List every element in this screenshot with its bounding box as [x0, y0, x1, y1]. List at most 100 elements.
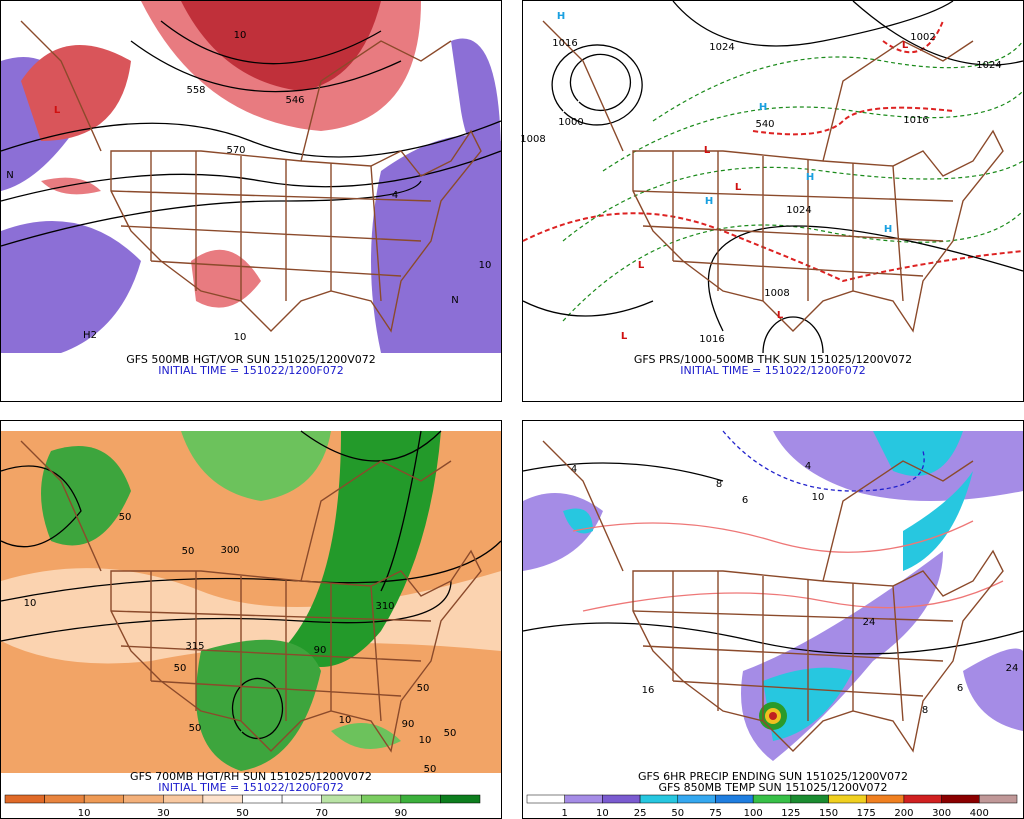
map-label: 315 — [185, 641, 204, 652]
colorbar-label: 175 — [857, 808, 876, 819]
map-label: 1002 — [910, 32, 935, 43]
colorbar-swatch — [163, 794, 204, 804]
map-label: 1000 — [558, 117, 583, 128]
map-label: 24 — [863, 617, 876, 628]
map-label: 50 — [424, 764, 437, 775]
colorbar-swatch — [752, 794, 792, 804]
map-label: 1016 — [699, 334, 724, 345]
colorbar-swatch — [123, 794, 164, 804]
map-label: L — [735, 182, 742, 193]
colorbar-label: 90 — [394, 808, 407, 819]
colorbar-swatch — [83, 794, 124, 804]
colorbar-swatch — [941, 794, 980, 804]
map-label: 4 — [571, 464, 577, 475]
colorbar-swatch — [677, 794, 716, 804]
map-precip — [522, 430, 1024, 773]
panel-title: GFS 700MB HGT/RH SUN 151025/1200V072 — [130, 770, 372, 783]
map-label: N — [6, 170, 13, 181]
panel-subtitle: INITIAL TIME = 151022/1200F072 — [158, 781, 343, 794]
colorbar-swatch — [903, 794, 942, 804]
map-label: N — [451, 295, 458, 306]
map-label: 570 — [226, 145, 245, 156]
panel-title: GFS 6HR PRECIP ENDING SUN 151025/1200V07… — [638, 770, 908, 783]
map-label: H — [705, 196, 713, 207]
colorbar-label: 300 — [932, 808, 951, 819]
map-label: L — [902, 40, 909, 51]
map-label: L — [777, 310, 784, 321]
map-label: L — [704, 145, 711, 156]
map-label: 10 — [234, 332, 247, 343]
map-label: L — [638, 260, 645, 271]
colorbar-label: 10 — [596, 808, 609, 819]
map-label: 8 — [922, 705, 928, 716]
map-label: 50 — [444, 728, 457, 739]
map-label: 4 — [392, 190, 398, 201]
map-label: 546 — [285, 95, 304, 106]
map-label: 24 — [1006, 663, 1019, 674]
map-label: H2 — [83, 330, 97, 341]
map-label: 1016 — [903, 115, 928, 126]
colorbar-swatch — [639, 794, 679, 804]
colorbar-label: 200 — [894, 808, 913, 819]
colorbar-swatch — [865, 794, 905, 804]
colorbar-label: 400 — [970, 808, 989, 819]
colorbar-label: 50 — [236, 808, 249, 819]
map-label: 6 — [957, 683, 963, 694]
map-label: 300 — [220, 545, 239, 556]
colorbar-swatch — [440, 794, 481, 804]
map-pressure — [522, 0, 1024, 354]
map-label: 90 — [402, 719, 415, 730]
colorbar-swatch — [242, 794, 283, 804]
colorbar-swatch — [400, 794, 441, 804]
colorbar-swatch — [526, 794, 565, 804]
map-label: 10 — [339, 715, 352, 726]
map-label: 1016 — [552, 38, 577, 49]
colorbar-swatch — [564, 794, 603, 804]
map-label: 10 — [812, 492, 825, 503]
colorbar-swatch — [281, 794, 322, 804]
map-500mb — [0, 1, 502, 353]
map-label: 50 — [182, 546, 195, 557]
map-label: 1024 — [709, 42, 734, 53]
panel-subtitle: INITIAL TIME = 151022/1200F072 — [680, 364, 865, 377]
panel-subtitle: INITIAL TIME = 151022/1200F072 — [158, 364, 343, 377]
colorbar-swatch — [715, 794, 754, 804]
map-label: H — [557, 11, 565, 22]
map-label: 10 — [24, 598, 37, 609]
map-label: H — [884, 224, 892, 235]
map-label: 16 — [642, 685, 655, 696]
colorbar-swatch — [321, 794, 362, 804]
map-label: 558 — [186, 85, 205, 96]
colorbar-swatch — [361, 794, 402, 804]
map-label: 10 — [234, 30, 247, 41]
colorbar-swatch — [828, 794, 867, 804]
colorbar-label: 10 — [78, 808, 91, 819]
colorbar-swatch — [202, 794, 243, 804]
panel-title: GFS PRS/1000-500MB THK SUN 151025/1200V0… — [634, 353, 912, 366]
map-label: H — [806, 172, 814, 183]
colorbar-label: 70 — [315, 808, 328, 819]
map-label: 50 — [119, 512, 132, 523]
map-label: L — [54, 105, 61, 116]
map-label: 1008 — [520, 134, 545, 145]
map-label: 50 — [189, 723, 202, 734]
colorbar-label: 150 — [819, 808, 838, 819]
colorbar-label: 125 — [781, 808, 800, 819]
map-label: 10 — [479, 260, 492, 271]
map-label: 4 — [805, 461, 811, 472]
colorbar-swatch — [790, 794, 829, 804]
colorbar-label: 75 — [709, 808, 722, 819]
map-label: 540 — [755, 119, 774, 130]
map-label: 8 — [716, 479, 722, 490]
colorbar-label: 1 — [562, 808, 568, 819]
map-label: 50 — [417, 683, 430, 694]
map-label: 1024 — [976, 60, 1001, 71]
map-label: H — [759, 102, 767, 113]
colorbar-swatch — [979, 794, 1018, 804]
colorbar-label: 25 — [634, 808, 647, 819]
panel-title: GFS 500MB HGT/VOR SUN 151025/1200V072 — [126, 353, 376, 366]
panel-subtitle: GFS 850MB TEMP SUN 151025/1200V072 — [659, 781, 888, 794]
colorbar-label: 50 — [671, 808, 684, 819]
map-label: 1024 — [786, 205, 811, 216]
map-label: 1008 — [764, 288, 789, 299]
